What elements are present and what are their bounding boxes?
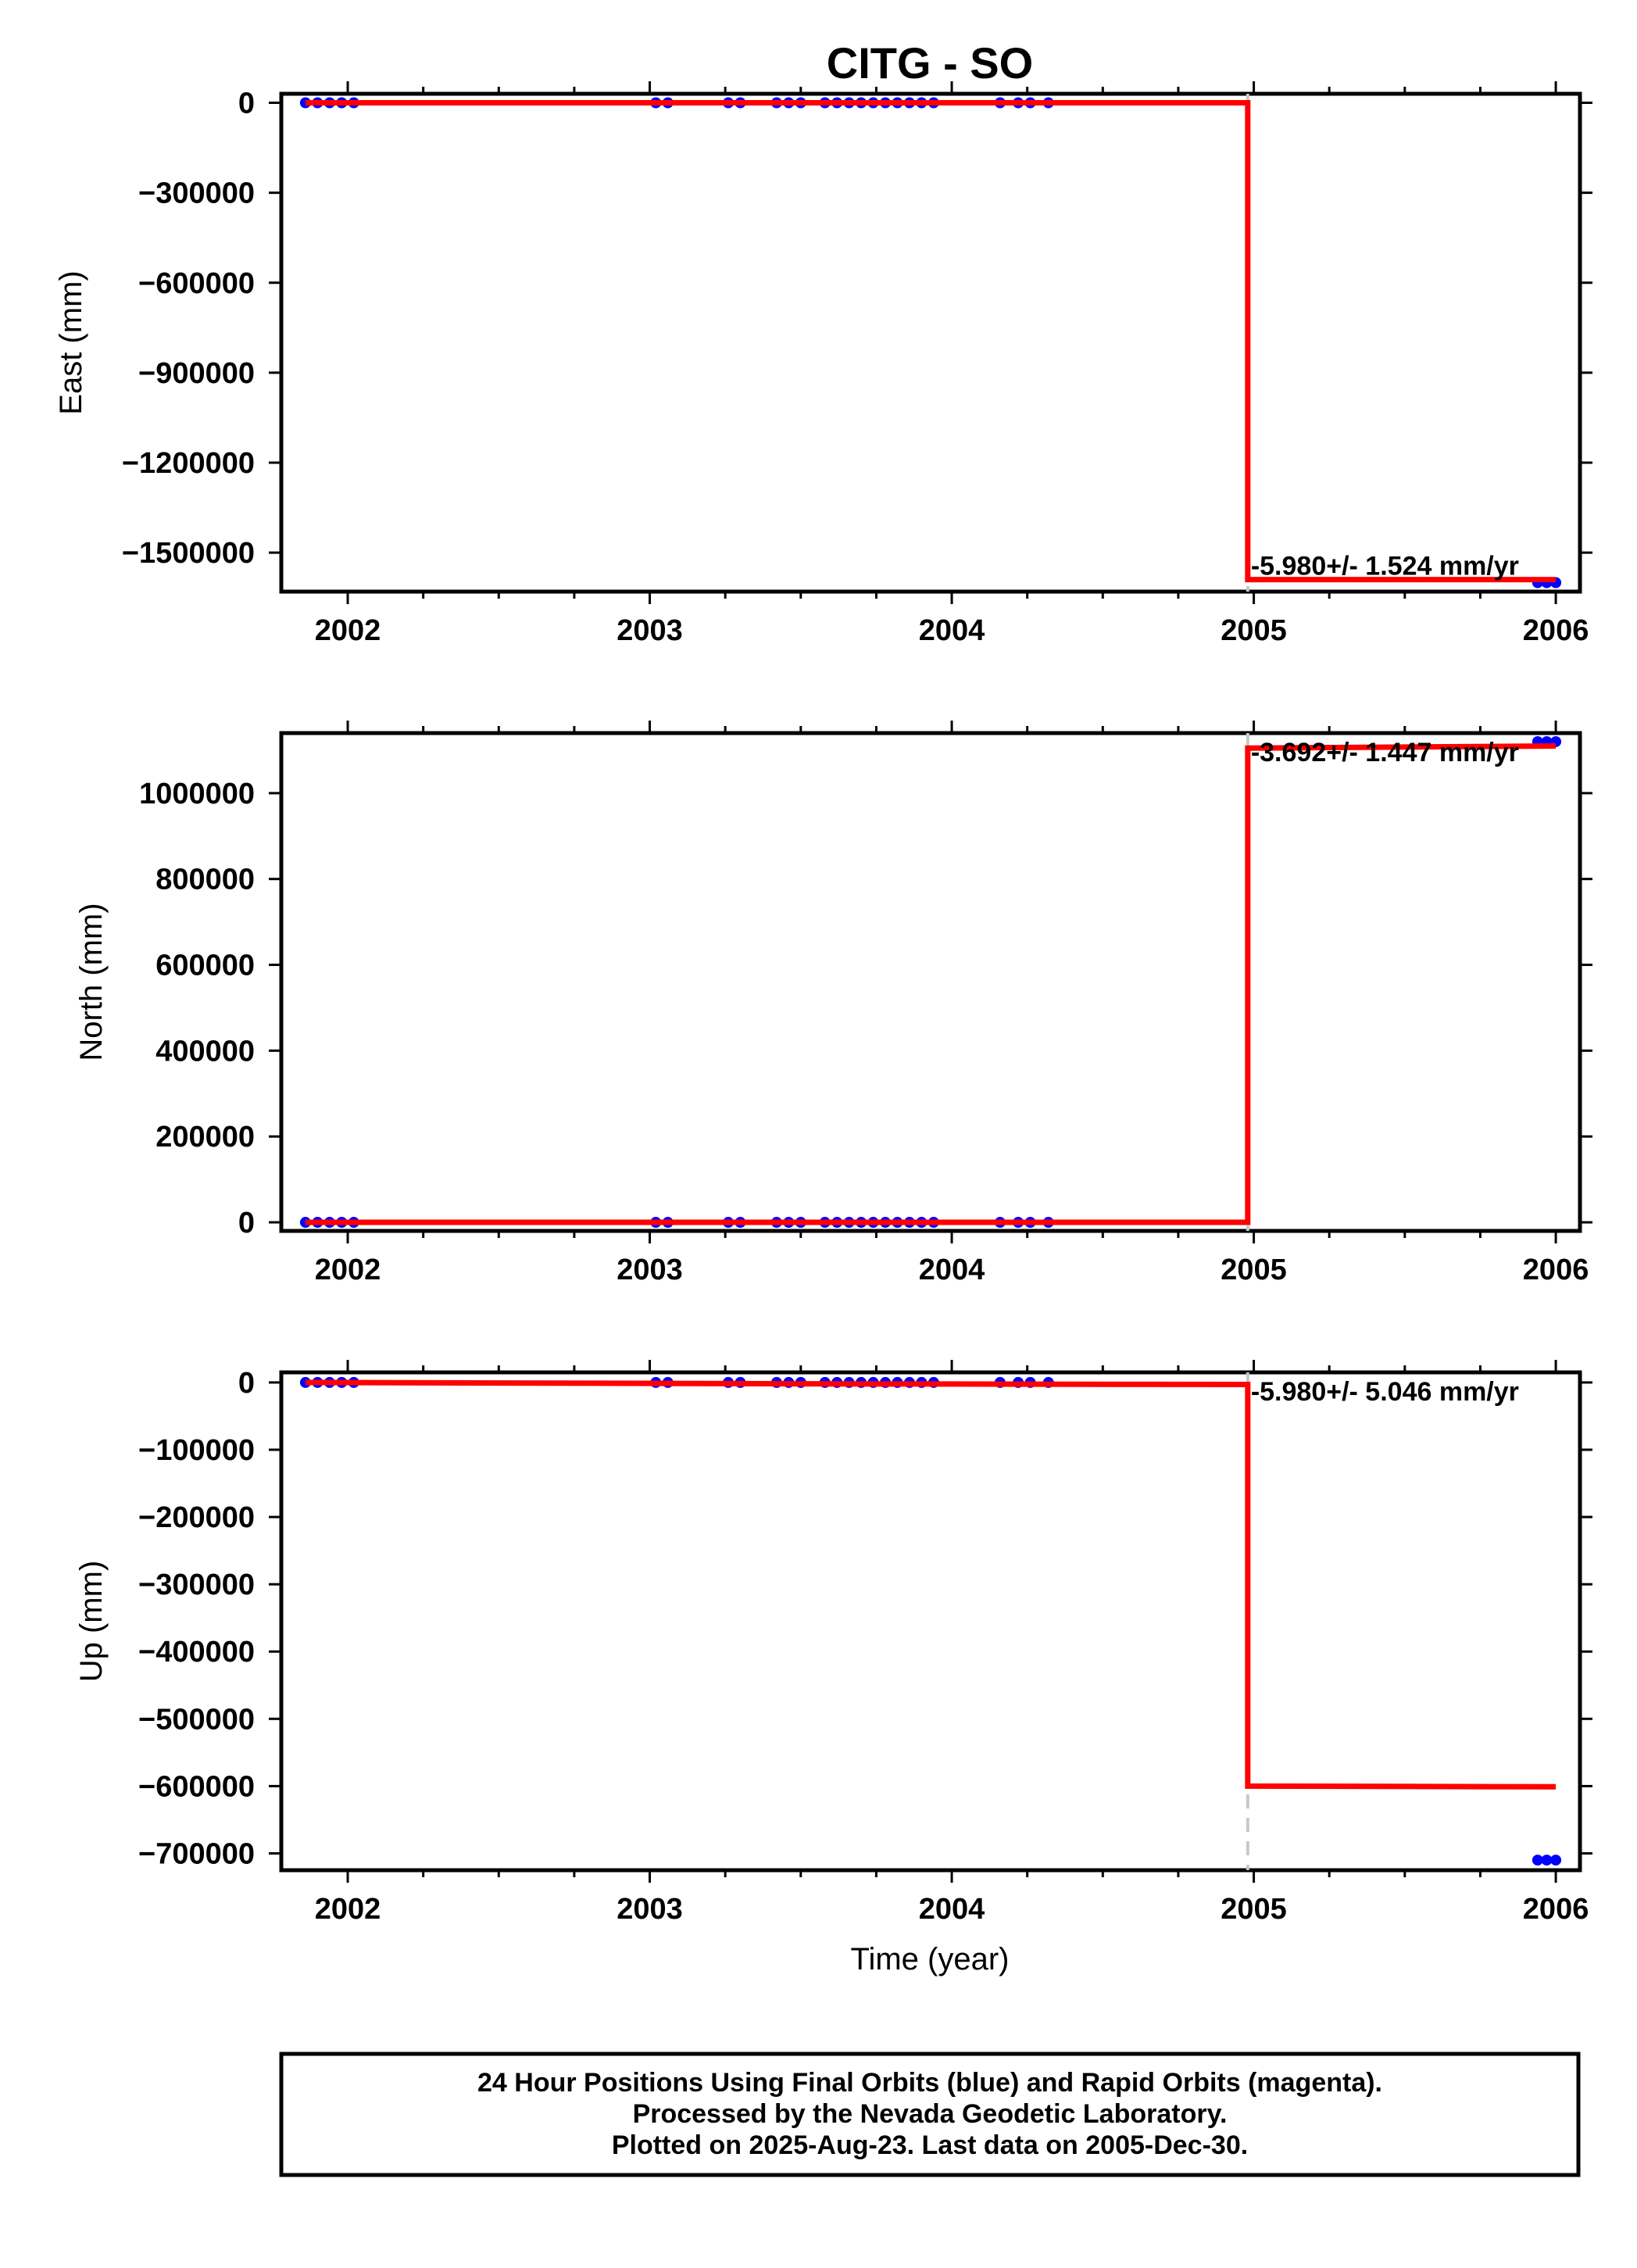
north-x-tick-label: 2003 [617,1254,683,1286]
up-y-tick-label: −200000 [138,1501,255,1534]
east-y-tick-label: 0 [238,88,255,120]
up-y-tick-label: −600000 [138,1770,255,1803]
east-model-line [305,100,1557,583]
up-x-tick-label: 2004 [919,1893,985,1926]
footer-line-3: Plotted on 2025-Aug-23. Last data on 200… [612,2130,1248,2160]
up-y-tick-label: −700000 [138,1837,255,1870]
east-y-tick-label: −1500000 [122,537,255,570]
east-panel: 2002 2003 2004 2005 2006 0 −300000 −600000 −9000… [54,81,1592,647]
up-y-axis-title: Up (mm) [74,1561,109,1683]
up-y-tick-label: 0 [238,1367,255,1400]
east-y-tick-label: −300000 [138,177,255,210]
north-x-tick-label: 2002 [315,1254,381,1286]
north-panel: 2002 2003 2004 2005 2006 0 200000 400000 600000 8… [74,721,1592,1286]
east-x-tick-label: 2004 [919,614,985,647]
footer-line-2: Processed by the Nevada Geodetic Laborat… [633,2099,1228,2129]
up-plot-frame [279,1370,1582,1873]
up-rate-label: -5.980+/- 5.046 mm/yr [1251,1377,1519,1407]
north-x-tick-label: 2006 [1523,1254,1589,1286]
footer-box: 24 Hour Positions Using Final Orbits (bl… [279,2052,1581,2177]
up-x-tick-label: 2002 [315,1893,381,1926]
north-y-tick-label: 600000 [155,950,255,982]
up-data-point [1550,1855,1562,1866]
north-y-tick-label: 200000 [155,1121,255,1154]
north-x-tick-label: 2004 [919,1254,985,1286]
east-y-tick-label: −900000 [138,357,255,390]
east-y-tick-label: −600000 [138,267,255,300]
up-y-tick-label: −400000 [138,1636,255,1669]
up-y-tick-label: −100000 [138,1434,255,1467]
north-plot-frame [279,731,1582,1233]
east-rate-label: -5.980+/- 1.524 mm/yr [1251,552,1519,581]
up-x-tick-label: 2005 [1221,1893,1287,1926]
north-model-line [305,742,1557,1225]
north-y-tick-label: 800000 [155,864,255,896]
north-y-axis-title: North (mm) [74,903,109,1061]
up-y-tick-label: −300000 [138,1569,255,1601]
east-y-axis-title: East (mm) [54,270,88,414]
east-plot-frame [279,91,1582,594]
up-model-line [305,1379,1557,1790]
north-y-tick-label: 400000 [155,1035,255,1068]
x-axis-title: Time (year) [851,1942,1010,1976]
up-data-point [1541,1855,1553,1866]
east-x-tick-label: 2002 [315,614,381,647]
up-x-tick-label: 2003 [617,1893,683,1926]
east-x-tick-label: 2005 [1221,614,1287,647]
footer-line-1: 24 Hour Positions Using Final Orbits (bl… [477,2068,1382,2098]
up-y-tick-label: −500000 [138,1703,255,1736]
chart-title: CITG - SO [827,38,1033,88]
up-data-point [1532,1855,1543,1866]
east-x-tick-label: 2003 [617,614,683,647]
up-x-tick-label: 2006 [1523,1893,1589,1926]
north-y-tick-label: 0 [238,1207,255,1240]
north-y-tick-label: 1000000 [139,778,255,810]
up-panel: 2002 2003 2004 2005 2006 0 −100000 −200000 −3000… [74,1360,1592,1926]
east-x-tick-label: 2006 [1523,614,1589,647]
north-rate-label: -3.692+/- 1.447 mm/yr [1251,738,1519,767]
north-x-tick-label: 2005 [1221,1254,1287,1286]
east-y-tick-label: −1200000 [122,447,255,480]
